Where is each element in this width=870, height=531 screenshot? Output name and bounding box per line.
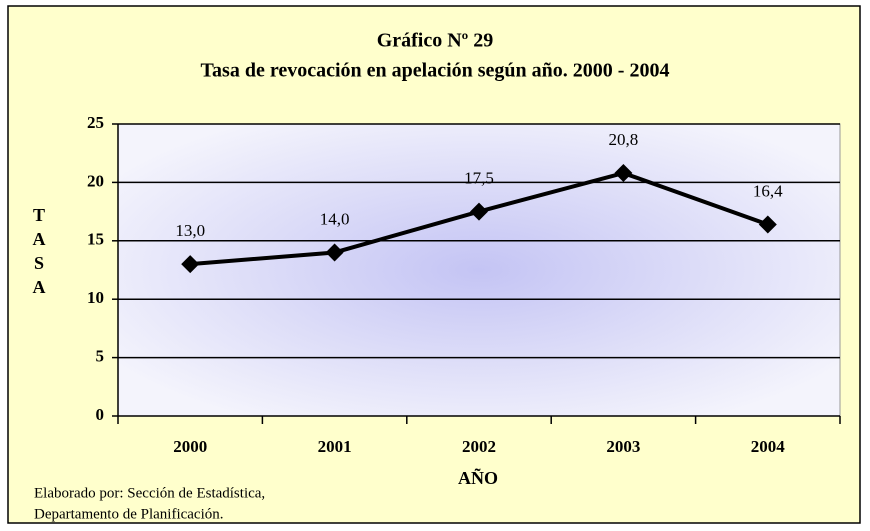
footnote: Departamento de Planificación. xyxy=(34,506,224,522)
x-axis-title: AÑO xyxy=(458,467,498,488)
plot-area xyxy=(117,123,841,417)
marker xyxy=(181,255,200,274)
x-tick-label: 2004 xyxy=(751,437,786,456)
data-label: 17,5 xyxy=(464,169,494,188)
y-tick-label: 0 xyxy=(96,405,105,424)
marker xyxy=(325,243,344,262)
y-tick-label: 5 xyxy=(96,347,105,366)
data-label: 20,8 xyxy=(609,130,639,149)
data-label: 13,0 xyxy=(175,221,205,240)
x-tick-label: 2002 xyxy=(462,437,496,456)
data-label: 16,4 xyxy=(753,181,783,200)
y-axis-title: TASA xyxy=(29,205,49,301)
data-label: 14,0 xyxy=(320,209,350,228)
marker xyxy=(758,215,777,234)
marker xyxy=(614,164,633,183)
marker xyxy=(470,202,488,221)
y-tick-label: 15 xyxy=(87,230,104,249)
x-tick-label: 2000 xyxy=(173,437,207,456)
chart-subtitle: Tasa de revocación en apelación según añ… xyxy=(201,60,670,82)
x-tick-label: 2001 xyxy=(318,437,352,456)
chart-title: Gráfico Nº 29 xyxy=(377,30,494,52)
y-tick-label: 20 xyxy=(87,171,104,190)
y-tick-label: 25 xyxy=(87,113,104,132)
y-tick-label: 10 xyxy=(87,288,104,307)
footnote: Elaborado por: Sección de Estadística, xyxy=(34,485,265,501)
x-tick-label: 2003 xyxy=(606,437,640,456)
